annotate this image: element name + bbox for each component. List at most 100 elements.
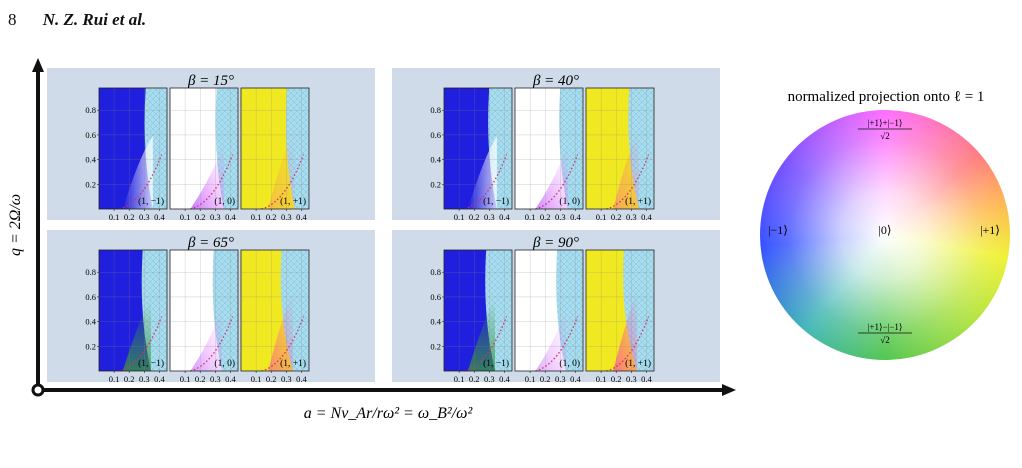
x-tick-label: 0.3 — [555, 212, 566, 222]
subplot-mode-label: (1, −1) — [138, 196, 164, 207]
panel-grid: β = 15° (1, −1) 0.1 0.2 0.3 0.4 0.2 0.4 0.6 0.8 (1… — [47, 68, 720, 384]
dotted-curve — [190, 316, 234, 372]
x-tick-label: 0.4 — [154, 212, 165, 222]
x-tick-label: 0.3 — [626, 374, 637, 384]
y-tick-label: 0.6 — [85, 292, 96, 302]
x-tick-label: 0.2 — [540, 374, 551, 384]
subplot-mode-label: (1, −1) — [483, 358, 509, 369]
y-tick-label: 0.4 — [85, 155, 96, 165]
x-tick-label: 0.3 — [281, 374, 292, 384]
x-tick-label: 0.2 — [540, 212, 551, 222]
x-tick-label: 0.3 — [210, 212, 221, 222]
y-tick-label: 0.6 — [430, 130, 441, 140]
colorwheel-disc — [760, 110, 1010, 360]
x-tick-label: 0.3 — [281, 212, 292, 222]
x-tick-label: 0.2 — [611, 212, 622, 222]
y-tick-label: 0.8 — [430, 105, 441, 115]
x-tick-label: 0.1 — [596, 212, 607, 222]
subplot-mode-label: (1, 0) — [214, 358, 235, 369]
x-tick-label: 0.2 — [469, 374, 480, 384]
subplot: (1, 0) 0.1 0.2 0.3 0.4 — [169, 249, 239, 384]
x-tick-label: 0.4 — [154, 374, 165, 384]
subplot-mode-label: (1, +1) — [280, 358, 306, 369]
x-tick-label: 0.4 — [225, 212, 236, 222]
colorwheel-right-label: |+1⟩ — [980, 223, 1000, 237]
subplot-mode-label: (1, 0) — [214, 196, 235, 207]
dotted-curve — [535, 154, 579, 210]
y-tick-label: 0.8 — [85, 267, 96, 277]
x-tick-label: 0.2 — [469, 212, 480, 222]
y-tick-label: 0.4 — [430, 317, 441, 327]
x-tick-label: 0.2 — [124, 212, 135, 222]
page-number: 8 — [8, 10, 17, 29]
running-authors: N. Z. Rui et al. — [42, 10, 147, 29]
subplot: (1, 0) 0.1 0.2 0.3 0.4 — [169, 87, 239, 222]
y-tick-label: 0.6 — [85, 130, 96, 140]
panel-title: β = 15° — [187, 73, 234, 89]
y-axis-label: q = 2Ω/ω — [7, 194, 24, 256]
dotted-curve — [119, 154, 163, 210]
subplot-mode-label: (1, −1) — [138, 358, 164, 369]
colorwheel-top-denominator: √2 — [880, 131, 889, 141]
dotted-curve — [464, 316, 508, 372]
x-axis-label: a = Nv_Ar/rω² = ω_B²/ω² — [304, 405, 474, 422]
colorwheel-legend: normalized projection onto ℓ = 1 |+1⟩+|−… — [760, 89, 1010, 360]
x-tick-label: 0.1 — [525, 212, 536, 222]
subplot: (1, −1) 0.1 0.2 0.3 0.4 0.2 0.4 0.6 0.8 — [430, 249, 513, 384]
x-tick-label: 0.2 — [195, 374, 206, 384]
page-header: 8 N. Z. Rui et al. — [8, 10, 146, 30]
x-tick-label: 0.1 — [251, 212, 262, 222]
subplot-mode-label: (1, +1) — [280, 196, 306, 207]
x-tick-label: 0.4 — [641, 212, 652, 222]
x-tick-label: 0.2 — [266, 374, 277, 384]
subplot: (1, −1) 0.1 0.2 0.3 0.4 0.2 0.4 0.6 0.8 — [85, 249, 168, 384]
panel-beta-90: β = 90°(1, −1)0.1 0.2 0.3 0.40.20.40.60.8(1… — [392, 230, 720, 384]
x-tick-label: 0.3 — [484, 374, 495, 384]
subplot-mode-label: (1, 0) — [559, 358, 580, 369]
x-tick-label: 0.1 — [596, 374, 607, 384]
x-tick-label: 0.2 — [611, 374, 622, 384]
colorwheel-top-numerator: |+1⟩+|−1⟩ — [868, 118, 903, 128]
subplot-mode-label: (1, 0) — [559, 196, 580, 207]
x-tick-label: 0.4 — [296, 374, 307, 384]
dotted-curve — [261, 316, 305, 372]
subplot-mode-label: (1, +1) — [625, 196, 651, 207]
x-tick-label: 0.1 — [109, 374, 120, 384]
dotted-curve — [190, 154, 234, 210]
colorwheel-bottom-numerator: |+1⟩−|−1⟩ — [868, 322, 903, 332]
x-tick-label: 0.1 — [109, 212, 120, 222]
x-tick-label: 0.3 — [139, 374, 150, 384]
x-tick-label: 0.1 — [251, 374, 262, 384]
x-tick-label: 0.3 — [139, 212, 150, 222]
x-tick-label: 0.1 — [454, 374, 465, 384]
y-tick-label: 0.2 — [430, 179, 441, 189]
subplot-mode-label: (1, −1) — [483, 196, 509, 207]
y-tick-label: 0.4 — [85, 317, 96, 327]
y-tick-label: 0.2 — [85, 179, 96, 189]
x-tick-label: 0.1 — [454, 212, 465, 222]
x-tick-label: 0.1 — [180, 212, 191, 222]
dotted-curve — [261, 154, 305, 210]
x-tick-label: 0.4 — [296, 212, 307, 222]
x-tick-label: 0.4 — [570, 374, 581, 384]
y-tick-label: 0.4 — [430, 155, 441, 165]
colorwheel-left-label: |−1⟩ — [768, 223, 788, 237]
subplot: (1, +1) 0.1 0.2 0.3 0.4 — [585, 87, 655, 222]
x-tick-label: 0.4 — [499, 212, 510, 222]
subplot: (1, +1) 0.1 0.2 0.3 0.4 — [240, 87, 310, 222]
y-tick-label: 0.8 — [85, 105, 96, 115]
dotted-curve — [535, 316, 579, 372]
colorwheel-bottom-denominator: √2 — [880, 335, 889, 345]
panel-beta-15: β = 15° (1, −1) 0.1 0.2 0.3 0.4 0.2 0.4 0.6 0.8 (1… — [47, 68, 375, 222]
colorwheel-center-label: |0⟩ — [878, 223, 891, 237]
x-tick-label: 0.2 — [195, 212, 206, 222]
dotted-curve — [464, 154, 508, 210]
x-tick-label: 0.3 — [484, 212, 495, 222]
y-tick-label: 0.6 — [430, 292, 441, 302]
subplot: (1, +1) 0.1 0.2 0.3 0.4 — [240, 249, 310, 384]
main-axes — [31, 58, 736, 397]
panel-title: β = 40° — [532, 73, 579, 89]
x-tick-label: 0.2 — [266, 212, 277, 222]
panel-beta-65: β = 65°(1, −1)0.1 0.2 0.3 0.40.20.40.60.8(1… — [47, 230, 375, 384]
